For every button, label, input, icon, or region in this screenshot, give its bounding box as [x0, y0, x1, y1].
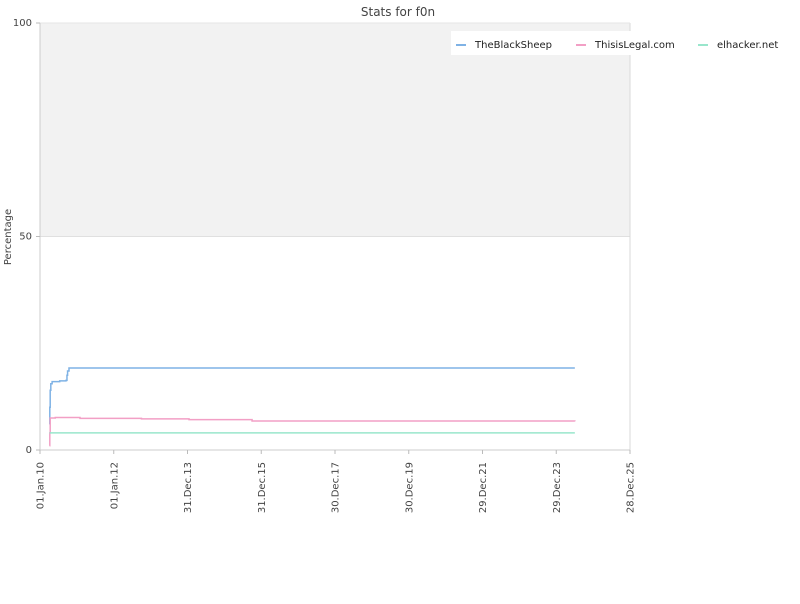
chart-title: Stats for f0n: [361, 5, 435, 19]
y-tick-label: 0: [26, 445, 32, 456]
series-line-theblacksheep: [49, 367, 575, 426]
legend-label: ThisisLegal.com: [594, 40, 675, 51]
series-line-thisislegal-com: [49, 416, 576, 447]
x-tick-label: 30.Dec.17: [331, 462, 342, 513]
legend: TheBlackSheep ThisisLegal.com elhacker.net: [451, 31, 791, 55]
x-tick-label: 31.Dec.15: [257, 462, 268, 513]
x-tick-label: 01.Jan.12: [109, 462, 120, 509]
y-tick-label: 50: [19, 232, 32, 243]
legend-label: elhacker.net: [717, 40, 778, 51]
y-axis-label: Percentage: [3, 209, 14, 265]
legend-box: [451, 31, 791, 55]
legend-label: TheBlackSheep: [474, 40, 552, 51]
upper-band: [40, 23, 630, 237]
x-tick-label: 29.Dec.23: [552, 462, 563, 513]
x-tick-label: 31.Dec.13: [183, 462, 194, 513]
y-tick-label: 100: [13, 18, 32, 29]
x-tick-label: 30.Dec.19: [404, 462, 415, 513]
x-tick-label: 29.Dec.21: [478, 462, 489, 513]
x-tick-label: 01.Jan.10: [36, 462, 47, 509]
plot-area: 0 50 100 01.Jan.10 01.Jan.12 31.Dec.13 31.Dec.…: [13, 18, 637, 513]
x-tick-label: 28.Dec.25: [626, 462, 637, 513]
